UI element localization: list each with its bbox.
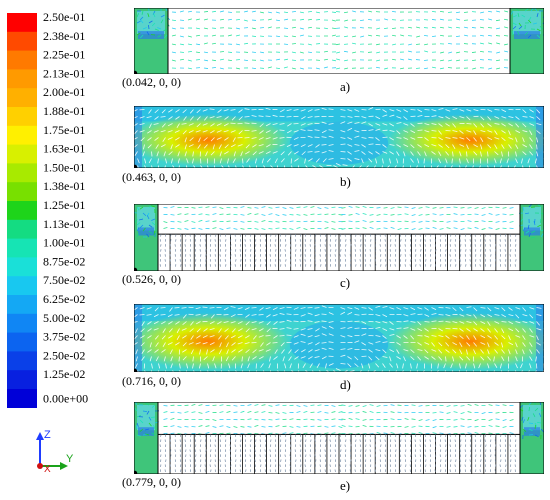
legend-tick-label: 1.25e-01 [43,198,85,212]
legend-tick-label: 2.13e-01 [43,66,85,80]
panel-coordinate: (0.463, 0, 0) [122,170,181,184]
legend-swatch [7,351,37,371]
legend-tick-label: 3.75e-02 [43,330,85,344]
legend-swatch [7,238,37,258]
legend-swatch [7,31,37,52]
legend-tick-label: 2.50e-01 [43,13,85,24]
panel-c: (0.526, 0, 0) c) [122,204,544,292]
panel-coordinate: (0.042, 0, 0) [122,75,181,89]
x-axis-label: X [44,464,51,475]
legend-swatch [7,201,37,221]
axis-triad-svg: Z X Y [36,429,74,475]
legend-tick-label: 8.75e-02 [43,254,85,268]
origin-marker [134,368,138,372]
legend-swatch [7,295,37,315]
legend-tick-label: 1.38e-01 [43,179,85,193]
legend-tick-label: 1.13e-01 [43,217,85,231]
panel-a: (0.042, 0, 0) a) [122,8,544,96]
panel-label: a) [340,79,351,94]
panel-b: (0.463, 0, 0) b) [122,106,544,194]
color-legend: 2.50e-01 2.38e-01 2.25e-01 2.13e-01 2.00e-01… [7,10,117,409]
legend-tick-label: 2.50e-02 [43,348,85,362]
flow-field-image [134,402,544,474]
legend-swatch [7,370,37,390]
flow-field-image [134,204,544,271]
legend-tick-label: 0.00e+00 [43,391,88,405]
flow-field-image [134,106,544,168]
legend-swatch [7,276,37,296]
panel-label: e) [340,478,351,493]
axis-triad: Z X Y [30,428,80,478]
panel-coordinate: (0.526, 0, 0) [122,272,181,286]
x-axis-marker [37,463,43,469]
legend-tick-label: 1.25e-02 [43,367,85,381]
legend-swatch [7,163,37,183]
legend-swatch [7,219,37,240]
flow-field-image [134,8,544,74]
legend-tick-label: 2.00e-01 [43,85,85,99]
z-axis-label: Z [44,429,51,441]
legend-tick-label: 2.25e-01 [43,48,85,62]
legend-tick-label: 1.75e-01 [43,123,85,137]
y-axis-label: Y [66,453,74,465]
legend-tick-label: 1.00e-01 [43,236,85,250]
legend-swatch [7,107,37,127]
legend-tick-label: 2.38e-01 [43,29,85,43]
legend-swatch [7,13,37,33]
legend-tick-label: 6.25e-02 [43,292,85,306]
legend-swatch [7,389,37,409]
legend-swatch [7,69,37,89]
origin-marker [134,70,138,74]
legend-swatch [7,182,37,202]
legend-tick-label: 7.50e-02 [43,273,85,287]
legend-tick-label: 1.88e-01 [43,104,85,118]
legend-swatch [7,125,37,146]
legend-tick-label: 5.00e-02 [43,311,85,325]
panel-coordinate: (0.716, 0, 0) [122,374,181,388]
legend-swatch [7,313,37,334]
legend-svg: 2.50e-01 2.38e-01 2.25e-01 2.13e-01 2.00e-01… [7,10,88,409]
flow-field-image [134,304,544,372]
panel-label: b) [340,174,351,189]
legend-tick-label: 1.50e-01 [43,160,85,174]
panel-e: (0.779, 0, 0) e) [122,402,544,496]
origin-marker [134,164,138,168]
legend-swatch [7,88,37,108]
legend-swatch [7,144,37,164]
legend-swatch [7,257,37,277]
legend-swatch [7,332,37,352]
panel-d: (0.716, 0, 0) d) [122,304,544,392]
origin-marker [134,470,138,474]
legend-swatch [7,50,37,70]
panel-label: d) [340,377,351,392]
panel-coordinate: (0.779, 0, 0) [122,475,181,489]
panel-label: c) [340,275,351,290]
legend-tick-label: 1.63e-01 [43,142,85,156]
origin-marker [134,267,138,271]
